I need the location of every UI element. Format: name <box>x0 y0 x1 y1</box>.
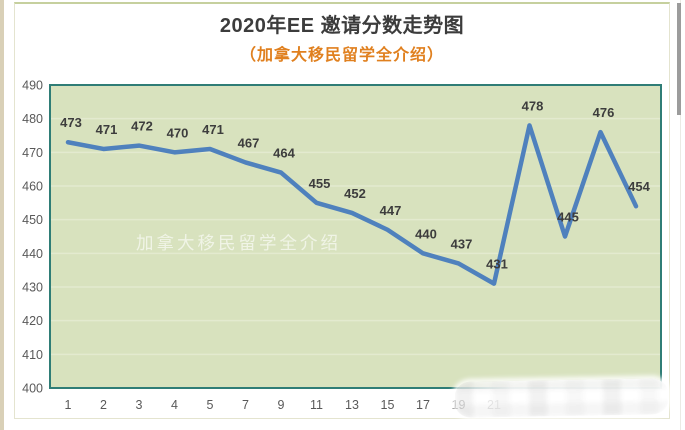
plot-border <box>49 84 662 389</box>
x-tick-label: 9 <box>278 398 285 412</box>
plot-area <box>50 85 661 388</box>
scrollbar-track[interactable] <box>677 3 681 115</box>
data-label: 476 <box>593 105 615 120</box>
y-tick-label: 450 <box>22 213 43 227</box>
data-label: 455 <box>309 176 331 191</box>
y-tick-label: 430 <box>22 281 43 295</box>
data-label: 472 <box>131 119 153 134</box>
data-label: 471 <box>202 122 224 137</box>
y-tick-label: 470 <box>22 146 43 160</box>
data-label: 478 <box>522 98 544 113</box>
data-label: 440 <box>415 226 437 241</box>
data-label: 454 <box>628 179 650 194</box>
data-label: 467 <box>238 135 260 150</box>
data-label: 452 <box>344 186 366 201</box>
data-label: 464 <box>273 146 295 161</box>
x-tick-label: 4 <box>171 398 178 412</box>
y-tick-label: 490 <box>22 79 43 93</box>
y-tick-label: 410 <box>22 348 43 362</box>
y-tick-label: 420 <box>22 314 43 328</box>
left-border-strip <box>0 0 4 430</box>
x-tick-label: 15 <box>381 398 395 412</box>
chart-title: 2020年EE 邀请分数走势图 <box>219 15 465 37</box>
data-label: 470 <box>167 125 189 140</box>
x-tick-label: 5 <box>207 398 214 412</box>
mosaic-pattern <box>454 378 669 418</box>
data-label: 473 <box>60 115 82 130</box>
data-label: 437 <box>451 236 473 251</box>
x-tick-label: 17 <box>416 398 430 412</box>
x-tick-label: 13 <box>345 398 359 412</box>
data-label: 447 <box>380 203 402 218</box>
x-tick-label: 7 <box>242 398 249 412</box>
data-label: 445 <box>557 210 579 225</box>
y-tick-label: 480 <box>22 112 43 126</box>
x-tick-label: 3 <box>136 398 143 412</box>
x-tick-label: 2 <box>100 398 107 412</box>
y-tick-label: 460 <box>22 180 43 194</box>
right-border-line <box>680 0 681 430</box>
series-line <box>65 123 639 286</box>
x-tick-label: 11 <box>310 398 323 412</box>
y-tick-label: 440 <box>22 247 43 261</box>
blur-smudge <box>454 378 669 418</box>
data-label: 471 <box>96 122 118 137</box>
chart-subtitle: （加拿大移民留学全介绍） <box>239 47 444 64</box>
y-tick-label: 400 <box>22 382 43 396</box>
x-tick-label: 1 <box>65 398 72 412</box>
data-label: 431 <box>486 257 508 272</box>
